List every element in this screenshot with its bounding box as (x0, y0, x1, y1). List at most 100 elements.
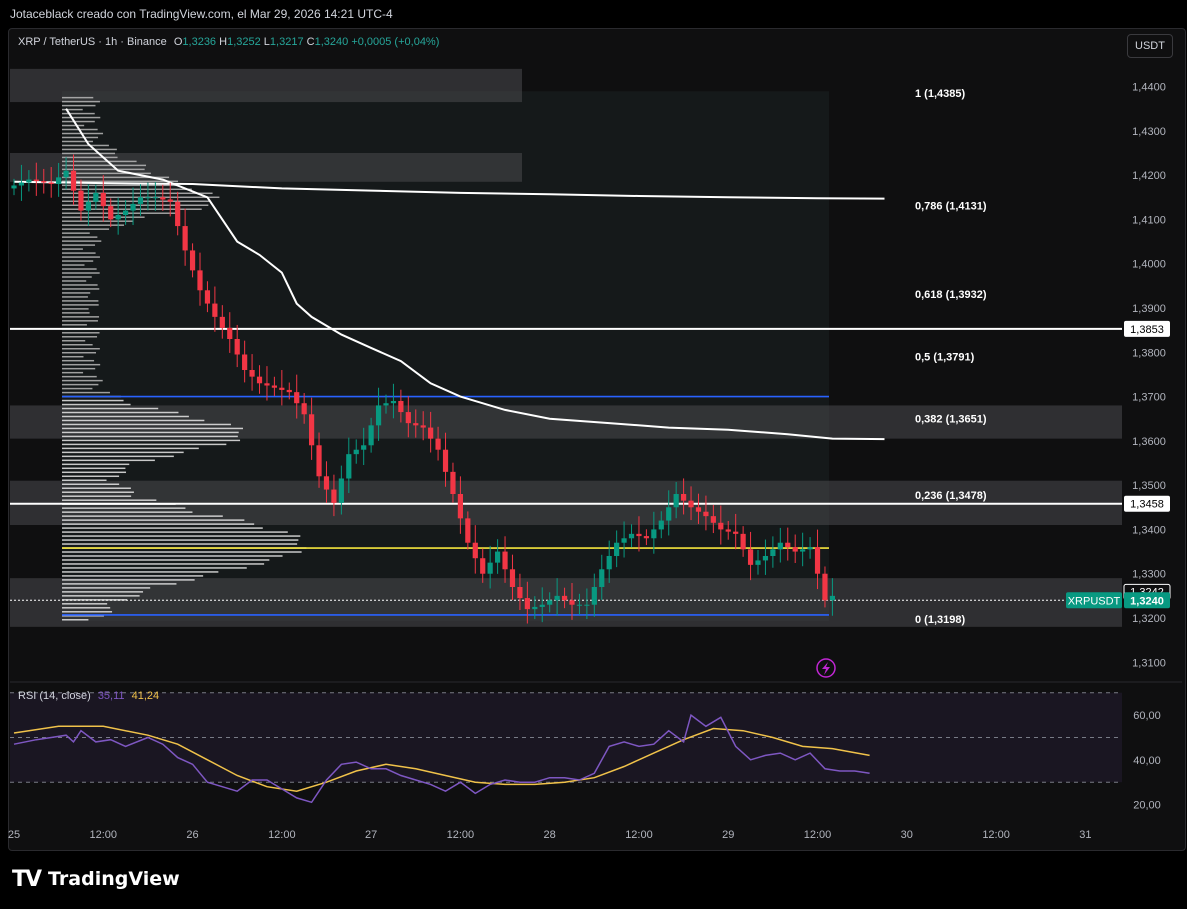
candle-body (695, 507, 702, 512)
rsi-y-axis-tick: 40,00 (1133, 755, 1161, 767)
x-axis-tick: 25 (8, 829, 20, 841)
volume-profile-bar (62, 355, 84, 358)
volume-profile-bar (62, 567, 247, 569)
candle-body (703, 511, 709, 517)
symbol-name[interactable]: XRP / TetherUS · 1h · Binance (18, 36, 167, 48)
volume-profile-bar (62, 555, 283, 557)
x-axis-tick: 29 (722, 829, 734, 841)
volume-profile-bar (62, 136, 99, 139)
y-axis-tick: 1,3900 (1132, 303, 1166, 315)
candle-body (762, 556, 769, 561)
volume-profile-bar (62, 336, 98, 338)
volume-profile-bar (62, 551, 302, 553)
candle-body (219, 316, 225, 328)
volume-profile-bar (62, 152, 116, 155)
candle-body (428, 427, 434, 439)
candle-body (323, 476, 330, 490)
candle-body (554, 595, 560, 601)
volume-profile-bar (62, 188, 192, 191)
candle-body (465, 518, 471, 543)
candle-body (442, 449, 449, 472)
volume-profile-bar (62, 563, 265, 565)
candle-body (636, 533, 642, 537)
volume-profile-bar (62, 523, 255, 525)
x-axis-tick: 12:00 (982, 829, 1010, 841)
volume-profile-bar (62, 559, 270, 561)
high-label: H (219, 36, 228, 48)
rsi-title[interactable]: RSI (14, close) (18, 690, 91, 702)
y-axis-tick: 1,4400 (1132, 82, 1166, 94)
volume-profile-bar (62, 264, 85, 266)
tradingview-brand[interactable]: TV TradingView (12, 866, 180, 892)
x-axis-tick: 12:00 (625, 829, 653, 841)
volume-profile-bar (62, 276, 92, 278)
volume-profile-bar (62, 451, 184, 454)
vwap-line (13, 180, 885, 200)
volume-profile-bar (62, 435, 238, 438)
volume-profile-bar (62, 304, 99, 306)
volume-profile-bar (62, 595, 140, 597)
x-axis-tick: 12:00 (447, 829, 475, 841)
volume-profile-bar (62, 220, 133, 222)
volume-profile-bar (62, 248, 83, 250)
x-axis-tick: 28 (544, 829, 556, 841)
candle-body (375, 405, 382, 426)
volume-profile-bar (62, 411, 179, 414)
candle-body (41, 181, 47, 183)
volume-profile-bar (62, 391, 110, 394)
candle-body (547, 600, 553, 605)
y-axis-tick: 1,4200 (1132, 170, 1166, 182)
volume-profile-bar (62, 108, 83, 111)
candle-body (651, 529, 657, 539)
chart-credit: Jotaceblack creado con TradingView.com, … (10, 7, 393, 21)
anchored-vwap-line (65, 108, 885, 441)
candle-body (822, 573, 828, 601)
volume-profile-bar (62, 399, 124, 402)
candle-body (785, 542, 791, 548)
candle-body (309, 414, 315, 446)
candle-body (316, 445, 322, 477)
volume-profile-bar (62, 379, 103, 382)
change-value: +0,0005 (+0,04%) (351, 36, 440, 48)
candle-body (681, 494, 687, 501)
volume-profile-bar (62, 192, 213, 195)
volume-profile-bar (62, 575, 204, 577)
candle-body (26, 179, 32, 183)
high-value: 1,3252 (227, 36, 261, 48)
volume-profile-bar (62, 252, 96, 254)
candle-body (807, 547, 813, 550)
volume-profile-bar (62, 431, 239, 434)
volume-profile-bar (62, 100, 100, 103)
y-axis-tick: 1,3500 (1132, 480, 1166, 492)
candle-body (212, 303, 218, 317)
candle-body (108, 206, 114, 220)
volume-profile-bar (62, 160, 137, 163)
volume-profile-bar (62, 280, 87, 282)
candle-body (152, 197, 158, 199)
candle-body (18, 182, 25, 186)
volume-profile-bar (62, 543, 298, 545)
candle-body (56, 177, 62, 184)
candle-body (614, 542, 620, 556)
candle-body (189, 250, 196, 271)
volume-profile-bar (62, 164, 147, 167)
candle-body (301, 403, 307, 415)
rsi-ma-value: 41,24 (131, 690, 160, 702)
y-axis-tick: 1,3800 (1132, 347, 1166, 359)
candle-body (204, 290, 211, 304)
candle-body (368, 425, 374, 446)
fib-level-label: 0 (1,3198) (915, 614, 965, 626)
candle-body (197, 270, 203, 291)
currency-button[interactable]: USDT (1127, 34, 1173, 58)
volume-profile-bar (62, 332, 100, 334)
volume-profile-bar (62, 200, 211, 203)
volume-profile-bar (62, 459, 155, 462)
x-axis-tick: 31 (1079, 829, 1091, 841)
volume-profile-bar (62, 172, 151, 175)
candle-body (361, 445, 367, 450)
candle-body (48, 182, 54, 184)
volume-profile-bar (62, 383, 99, 386)
candle-body (710, 516, 716, 523)
volume-profile-bar (62, 531, 288, 533)
